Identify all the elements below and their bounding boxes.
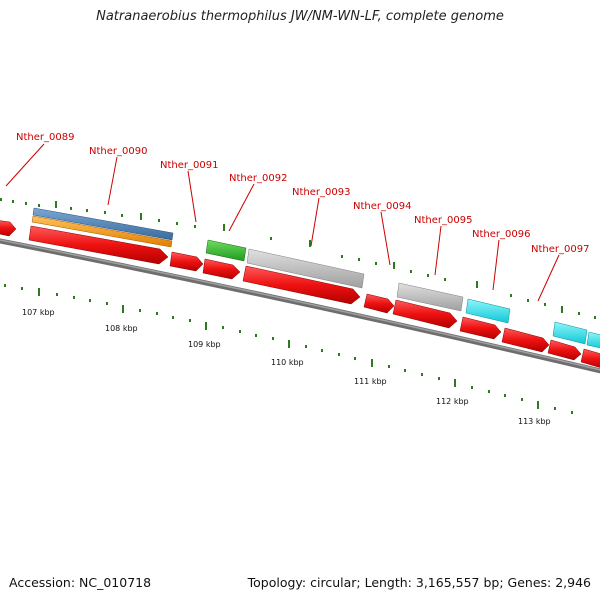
scale-label-112: 112 kbp — [436, 397, 469, 406]
cds-arrow[interactable] — [242, 265, 361, 305]
scale-label-113: 113 kbp — [518, 417, 551, 426]
gene-label-nther-0097[interactable]: Nther_0097 — [531, 244, 589, 255]
cds-arrow[interactable] — [363, 293, 395, 314]
scale-label-109: 109 kbp — [188, 340, 221, 349]
upper-tick-track — [0, 198, 596, 319]
scale-label-108: 108 kbp — [105, 324, 138, 333]
gene-track — [31, 207, 600, 349]
gene-label-nther-0095[interactable]: Nther_0095 — [414, 215, 472, 226]
accession-text: Accession: NC_010718 — [9, 575, 152, 590]
cds-arrow[interactable] — [169, 251, 204, 272]
cds-arrow[interactable] — [580, 348, 600, 369]
lower-tick-track — [4, 284, 573, 414]
cds-arrow[interactable] — [459, 316, 502, 340]
gene-bar-nther-0090-orange[interactable] — [31, 215, 173, 248]
label-leaders — [5, 143, 560, 302]
genome-backbone-highlight — [0, 239, 600, 371]
cds-arrow[interactable] — [202, 258, 241, 280]
gene-label-nther-0093[interactable]: Nther_0093 — [292, 187, 350, 198]
cds-arrow[interactable] — [0, 220, 17, 237]
gene-label-nther-0091[interactable]: Nther_0091 — [160, 160, 218, 171]
scale-label-107: 107 kbp — [22, 308, 55, 317]
cds-arrow[interactable] — [28, 225, 169, 265]
cds-arrow[interactable] — [501, 327, 550, 353]
scale-label-111: 111 kbp — [354, 377, 387, 386]
gene-bar-nther-0097a[interactable] — [552, 321, 588, 345]
gene-bar-nther-0096[interactable] — [465, 298, 511, 324]
cds-arrow[interactable] — [392, 299, 458, 329]
gene-label-nther-0096[interactable]: Nther_0096 — [472, 229, 530, 240]
gene-label-nther-0092[interactable]: Nther_0092 — [229, 173, 287, 184]
gene-bar-nther-0095[interactable] — [396, 282, 464, 312]
scale-label-110: 110 kbp — [271, 358, 304, 367]
genome-backbone — [0, 238, 600, 374]
gene-label-nther-0090[interactable]: Nther_0090 — [89, 146, 147, 157]
cds-track — [0, 220, 600, 369]
gene-bar-nther-0092[interactable] — [205, 239, 247, 262]
gene-bar-nther-0090-blue[interactable] — [32, 207, 174, 241]
gene-label-nther-0094[interactable]: Nther_0094 — [353, 201, 411, 212]
gene-bar-nther-0093[interactable] — [246, 248, 365, 289]
gene-label-nther-0089[interactable]: Nther_0089 — [16, 132, 74, 143]
map-title: Natranaerobius thermophilus JW/NM-WN-LF,… — [96, 9, 504, 24]
gene-bar-nther-0097b[interactable] — [586, 331, 600, 349]
genome-summary-text: Topology: circular; Length: 3,165,557 bp… — [247, 575, 591, 590]
cds-arrow[interactable] — [547, 339, 582, 361]
